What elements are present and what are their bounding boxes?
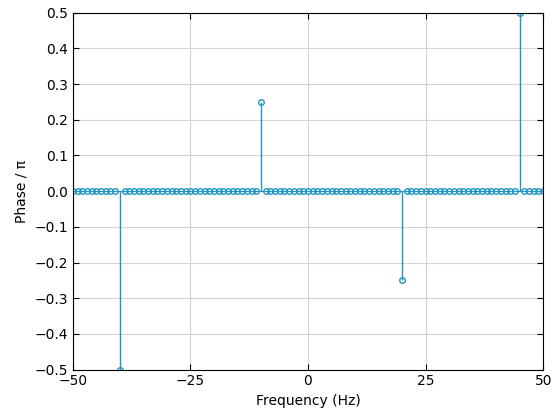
Y-axis label: Phase / π: Phase / π bbox=[15, 160, 29, 223]
X-axis label: Frequency (Hz): Frequency (Hz) bbox=[255, 394, 361, 408]
